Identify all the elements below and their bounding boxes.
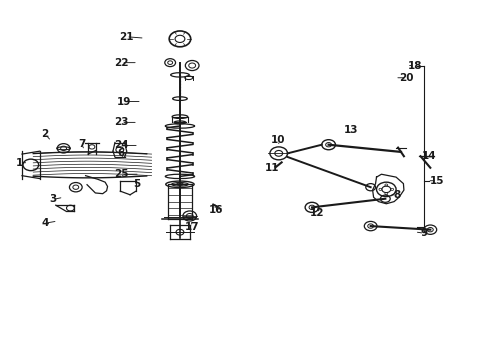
Text: 3: 3 [49,194,56,204]
Text: 13: 13 [343,125,358,135]
Text: 14: 14 [421,150,436,161]
Text: 8: 8 [393,190,400,200]
Text: 4: 4 [41,218,49,228]
Text: 12: 12 [309,208,324,218]
Text: 11: 11 [264,163,279,173]
Text: 22: 22 [114,58,128,68]
Text: 9: 9 [420,228,427,238]
Text: 16: 16 [208,205,223,215]
Text: 18: 18 [407,60,421,71]
Text: 10: 10 [270,135,285,145]
Text: 21: 21 [119,32,133,42]
Text: 5: 5 [133,179,140,189]
Text: 17: 17 [184,222,199,232]
Text: 2: 2 [41,129,48,139]
Text: 23: 23 [114,117,128,127]
Text: 20: 20 [399,73,413,83]
Text: 24: 24 [114,140,128,150]
Text: 1: 1 [16,158,23,168]
Text: 19: 19 [117,96,131,107]
Text: 25: 25 [114,169,128,179]
Text: 7: 7 [78,139,86,149]
Text: 15: 15 [429,176,444,186]
Text: 6: 6 [118,148,124,158]
